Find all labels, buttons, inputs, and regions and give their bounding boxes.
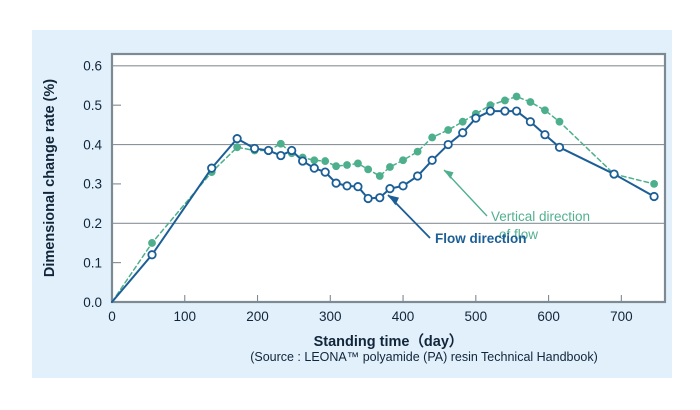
annotation-leaders [387,169,488,239]
data-point [321,157,330,165]
data-point [427,155,437,165]
y-tick-label: 0.5 [83,98,102,113]
series-label-flow-direction: Flow direction [435,231,527,246]
data-point [233,143,242,152]
series-label-vertical-direction-of-flow: Vertical direction [491,209,590,224]
data-point [331,178,341,188]
data-point [147,250,157,260]
data-point [512,92,521,101]
data-point [540,130,550,140]
y-tick-label: 0.3 [83,177,102,192]
data-point [276,150,286,161]
blue-leader-arrow [388,195,399,206]
series-flow-direction [111,106,659,303]
data-point [342,181,352,191]
data-point [363,193,373,204]
data-point [263,145,274,156]
x-tick-label: 0 [108,309,116,324]
data-point [485,106,495,116]
data-point [525,117,535,127]
data-point [554,142,565,152]
x-tick-label: 100 [173,309,196,324]
data-point [443,139,453,150]
dimensional-change-rate-chart: 0.0 0.1 0.2 0.3 0.4 0.5 0.6 0 100 200 300 400 500 60… [42,52,667,364]
data-point [500,106,510,116]
data-point [353,182,363,192]
grid-lines [112,65,665,224]
data-series [111,92,659,303]
data-point [354,159,362,168]
figure-card: 0.0 0.1 0.2 0.3 0.4 0.5 0.6 0 100 200 300 400 500 60… [32,30,672,378]
data-point [555,117,564,126]
data-point [309,163,319,173]
x-axis-title: Standing time（day） [314,332,464,350]
data-point [428,133,437,142]
x-tick-label: 300 [319,309,342,324]
y-tick-label: 0.1 [83,255,102,270]
data-point [444,126,453,134]
data-point [609,169,619,179]
data-point [375,193,385,203]
source-note: (Source : LEONA™ polyamide (PA) resin Te… [250,350,598,364]
data-point [250,143,260,154]
data-point [458,128,468,138]
data-point [287,145,297,156]
data-point [649,191,659,202]
y-tick-label: 0.6 [83,59,102,74]
data-point [413,147,422,156]
data-point [501,96,509,105]
y-tick-label: 0.0 [83,295,102,310]
x-tick-label: 700 [610,309,633,324]
data-point [276,139,285,148]
data-point [320,167,330,177]
data-point [650,180,658,188]
x-tick-label: 500 [465,309,488,324]
y-axis-ticks: 0.0 0.1 0.2 0.3 0.4 0.5 0.6 [83,59,121,310]
x-tick-label: 400 [392,309,415,324]
data-point [343,161,351,169]
data-point [148,239,156,247]
data-point [458,117,467,126]
y-axis-title: Dimensional change rate (%) [42,79,58,277]
data-point [386,163,394,171]
data-point [413,171,423,181]
x-tick-label: 200 [246,309,269,324]
green-leader-arrow [444,170,454,179]
data-point [232,134,242,144]
x-axis-ticks: 0 100 200 300 400 500 600 700 [108,295,633,324]
data-point [364,165,373,174]
data-point [298,156,308,166]
data-point [471,113,481,123]
data-point [541,106,549,115]
data-point [398,181,408,191]
data-point [399,156,407,165]
x-tick-label: 600 [537,309,560,324]
data-point [385,184,395,194]
data-point [375,172,384,180]
data-point [310,156,319,165]
data-point [207,163,217,173]
data-point [332,162,341,171]
plot-background [112,54,665,302]
plot-frame [110,52,667,304]
green-leader-line [443,169,488,217]
y-tick-label: 0.2 [83,216,102,231]
series-label-vertical-direction-of-flow-line2: of flow [499,227,538,242]
data-point [526,98,535,106]
data-point [511,106,522,116]
y-tick-label: 0.4 [83,137,102,152]
